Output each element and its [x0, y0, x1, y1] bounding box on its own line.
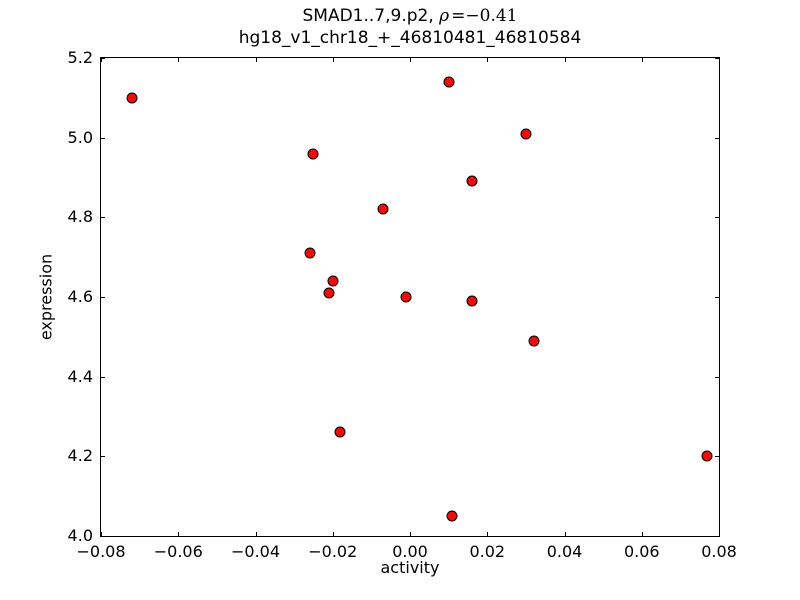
- x-tick-mark: [255, 532, 257, 536]
- x-tick-mark: [410, 532, 411, 536]
- x-tick-mark: [641, 58, 643, 62]
- data-point: [520, 128, 532, 140]
- data-point: [334, 426, 346, 438]
- y-tick-label: 5.0: [67, 127, 93, 147]
- x-tick-mark: [487, 58, 489, 62]
- x-tick-mark: [332, 58, 334, 62]
- y-tick-mark: [101, 376, 105, 378]
- data-point: [377, 203, 389, 215]
- x-tick-label: 0.02: [469, 542, 506, 561]
- data-point: [307, 148, 319, 160]
- data-point: [323, 287, 335, 299]
- data-point: [701, 450, 713, 462]
- data-point: [446, 510, 458, 522]
- y-tick-label: 4.8: [67, 207, 93, 227]
- chart-title-gene: SMAD1..7,9.p2,: [302, 6, 440, 26]
- x-tick-mark: [564, 532, 566, 536]
- correlation-value: =−0.41: [451, 6, 518, 26]
- chart-title-line1: SMAD1..7,9.p2, ρ =−0.41: [100, 5, 720, 27]
- data-point: [466, 175, 478, 187]
- x-tick-mark: [101, 532, 102, 536]
- data-point: [528, 335, 540, 347]
- x-tick-mark: [564, 58, 566, 62]
- data-point: [400, 291, 412, 303]
- x-tick-mark: [641, 532, 643, 536]
- x-tick-mark: [178, 58, 180, 62]
- x-tick-label: 0.06: [623, 542, 660, 561]
- y-tick-mark: [101, 536, 105, 537]
- y-tick-mark: [101, 456, 105, 458]
- data-point: [126, 92, 138, 104]
- x-tick-mark: [255, 58, 257, 62]
- y-tick-mark: [715, 536, 719, 537]
- x-tick-label: 0.04: [546, 542, 583, 561]
- y-tick-label: 5.2: [67, 48, 93, 67]
- x-tick-mark: [178, 532, 180, 536]
- x-tick-mark: [410, 58, 411, 62]
- y-tick-mark: [101, 297, 105, 298]
- x-tick-label: −0.04: [230, 542, 281, 561]
- y-tick-label: 4.4: [67, 366, 93, 386]
- y-tick-mark: [715, 297, 719, 298]
- x-tick-mark: [719, 532, 720, 536]
- x-tick-mark: [332, 532, 334, 536]
- x-tick-mark: [719, 58, 720, 62]
- x-tick-label: 0.08: [701, 542, 737, 561]
- y-tick-mark: [715, 137, 719, 139]
- x-tick-label: −0.08: [76, 542, 126, 561]
- data-point: [466, 295, 478, 307]
- y-tick-label: 4.2: [67, 446, 93, 466]
- data-point: [443, 76, 455, 88]
- data-point: [304, 247, 316, 259]
- chart-title-line2: hg18_v1_chr18_+_46810481_46810584: [238, 28, 582, 48]
- x-tick-mark: [487, 532, 489, 536]
- y-tick-mark: [715, 376, 719, 378]
- y-tick-label: 4.6: [67, 287, 93, 306]
- x-tick-label: −0.06: [153, 542, 203, 561]
- y-tick-mark: [715, 217, 719, 219]
- x-axis-label: activity: [380, 558, 440, 577]
- y-tick-mark: [715, 58, 719, 59]
- plot-area: −0.08 −0.06 −0.04 −0.02 0.00 0.02 0.04 0.06 0.08…: [68, 48, 737, 561]
- x-tick-label: −0.02: [308, 542, 358, 561]
- x-tick-mark: [101, 58, 102, 62]
- y-axis-label-text: expression: [36, 253, 56, 341]
- data-point: [327, 275, 339, 287]
- chart-title: SMAD1..7,9.p2, ρ =−0.41 hg18_v1_chr18_+_4…: [100, 5, 720, 49]
- x-tick-label: 0.00: [392, 542, 428, 561]
- y-tick-mark: [101, 137, 105, 139]
- y-tick-mark: [101, 58, 105, 59]
- y-tick-label: 4.0: [67, 526, 93, 545]
- y-tick-mark: [101, 217, 105, 219]
- y-tick-mark: [715, 456, 719, 458]
- rho-symbol: ρ: [439, 6, 450, 26]
